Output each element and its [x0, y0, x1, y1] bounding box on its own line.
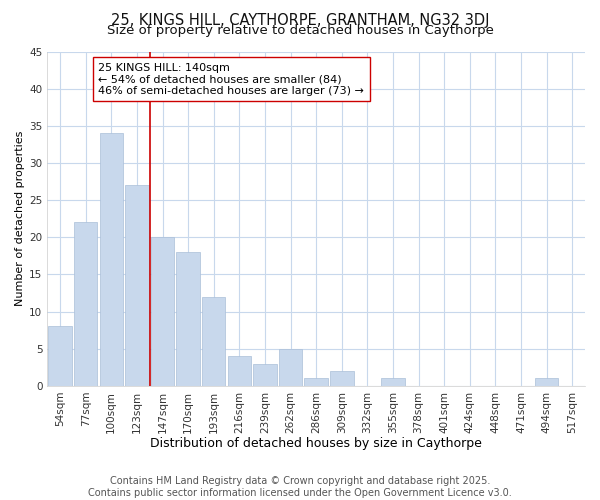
- Bar: [176, 252, 200, 386]
- Bar: [330, 371, 353, 386]
- Bar: [74, 222, 97, 386]
- Bar: [304, 378, 328, 386]
- Bar: [151, 237, 174, 386]
- Bar: [100, 133, 123, 386]
- Bar: [202, 296, 226, 386]
- Text: 25 KINGS HILL: 140sqm
← 54% of detached houses are smaller (84)
46% of semi-deta: 25 KINGS HILL: 140sqm ← 54% of detached …: [98, 62, 364, 96]
- X-axis label: Distribution of detached houses by size in Caythorpe: Distribution of detached houses by size …: [150, 437, 482, 450]
- Text: Size of property relative to detached houses in Caythorpe: Size of property relative to detached ho…: [107, 24, 493, 37]
- Text: Contains HM Land Registry data © Crown copyright and database right 2025.
Contai: Contains HM Land Registry data © Crown c…: [88, 476, 512, 498]
- Bar: [125, 185, 149, 386]
- Bar: [227, 356, 251, 386]
- Text: 25, KINGS HILL, CAYTHORPE, GRANTHAM, NG32 3DJ: 25, KINGS HILL, CAYTHORPE, GRANTHAM, NG3…: [111, 12, 489, 28]
- Bar: [381, 378, 405, 386]
- Bar: [535, 378, 559, 386]
- Bar: [253, 364, 277, 386]
- Y-axis label: Number of detached properties: Number of detached properties: [15, 131, 25, 306]
- Bar: [49, 326, 72, 386]
- Bar: [279, 348, 302, 386]
